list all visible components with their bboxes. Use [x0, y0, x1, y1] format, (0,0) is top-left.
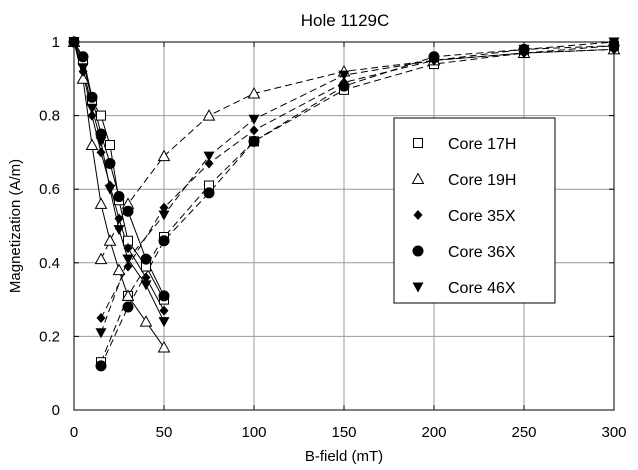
data-point	[140, 253, 152, 265]
data-point	[157, 149, 171, 162]
data-point	[113, 225, 125, 236]
data-point	[140, 280, 152, 291]
data-point	[338, 80, 350, 92]
data-point	[202, 109, 216, 121]
irm-line	[100, 45, 615, 367]
data-point	[95, 128, 107, 140]
data-markers	[67, 35, 621, 372]
legend-label: Core 35X	[448, 208, 516, 225]
legend-marker	[413, 210, 423, 220]
legend-marker	[412, 245, 424, 257]
data-point	[122, 254, 134, 265]
legend-marker	[412, 282, 424, 293]
data-point	[96, 147, 106, 158]
data-point	[123, 261, 133, 272]
chart-title: Hole 1129C	[301, 11, 390, 30]
data-point	[86, 91, 98, 103]
x-axis-label: B-field (mT)	[305, 448, 383, 465]
y-tick-label: 1	[52, 34, 60, 51]
af-demag-line	[73, 41, 165, 322]
data-point	[158, 317, 170, 328]
data-point	[94, 197, 108, 209]
data-point	[247, 86, 261, 99]
data-point	[158, 290, 170, 302]
data-point	[158, 235, 170, 247]
axis-ticks	[73, 41, 615, 411]
data-point	[95, 328, 107, 339]
data-point	[157, 340, 171, 353]
y-tick-label: 0.2	[39, 328, 60, 345]
data-point	[428, 55, 440, 66]
data-point	[104, 184, 116, 195]
x-tick-label: 50	[156, 424, 173, 441]
data-point	[105, 140, 115, 151]
y-tick-label: 0.4	[39, 255, 60, 272]
y-tick-label: 0	[52, 402, 60, 419]
data-point	[103, 234, 117, 246]
legend-label: Core 19H	[448, 172, 516, 189]
data-point	[204, 158, 214, 169]
data-point	[203, 187, 215, 199]
y-tick-label: 0.8	[39, 108, 60, 125]
x-tick-label: 150	[331, 424, 356, 441]
data-point	[141, 272, 151, 283]
data-point	[77, 51, 89, 63]
data-point	[123, 243, 133, 254]
data-point	[112, 263, 126, 276]
legend-marker	[413, 138, 423, 148]
x-tick-label: 200	[421, 424, 446, 441]
data-point	[95, 360, 107, 372]
x-tick-label: 0	[70, 424, 78, 441]
data-point	[104, 157, 116, 169]
data-point	[86, 103, 98, 114]
legend-marker	[411, 172, 425, 184]
y-axis-label: Magnetization (A/m)	[7, 159, 24, 293]
data-point	[121, 289, 135, 301]
x-tick-label: 250	[511, 424, 536, 441]
data-point	[158, 210, 170, 221]
legend-label: Core 36X	[448, 244, 516, 261]
data-point	[249, 125, 259, 136]
data-point	[87, 110, 97, 121]
legend-label: Core 46X	[448, 280, 516, 297]
tick-labels: 0 50 100 150 200 250 300 0 0.2 0.4 0.6 0.8 1	[39, 34, 626, 441]
x-tick-label: 100	[241, 424, 266, 441]
data-point	[122, 301, 134, 313]
data-point	[139, 315, 153, 327]
data-point	[113, 191, 125, 203]
data-point	[85, 138, 99, 151]
x-tick-label: 300	[601, 424, 626, 441]
legend-box	[393, 117, 556, 304]
data-point	[518, 44, 530, 55]
data-point	[96, 313, 106, 323]
data-point	[76, 72, 90, 84]
data-point	[77, 63, 89, 74]
data-point	[96, 110, 106, 121]
data-point	[203, 151, 215, 162]
data-point	[122, 205, 134, 217]
y-tick-label: 0.6	[39, 181, 60, 198]
data-point	[248, 135, 260, 147]
data-point	[95, 136, 107, 147]
data-point	[159, 202, 169, 213]
legend: Core 17H Core 19H Core 35X Core 36X Core 46X	[393, 117, 556, 304]
data-point	[94, 252, 108, 265]
legend-label: Core 17H	[448, 136, 516, 153]
data-point	[114, 213, 124, 224]
data-point	[248, 114, 260, 125]
data-point	[159, 305, 169, 316]
data-point	[338, 70, 350, 81]
